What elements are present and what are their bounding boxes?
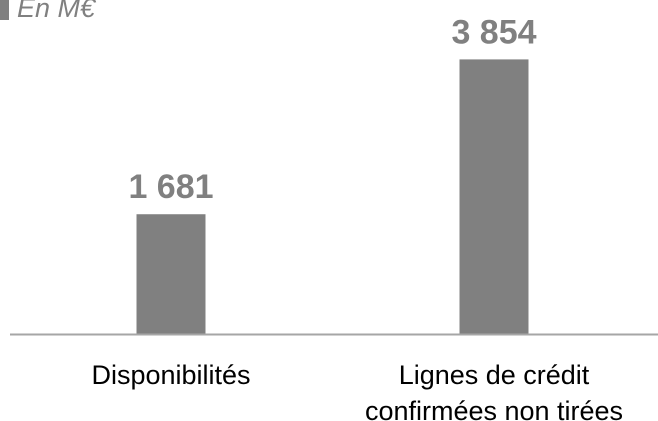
bar-2 [459, 59, 529, 335]
bar-1 [136, 214, 206, 334]
data-label-1: 1 681 [128, 168, 213, 206]
data-label-2: 3 854 [451, 13, 536, 51]
category-label-2-line-1: Lignes de crédit [399, 360, 590, 390]
unit-label: En M€ [0, 0, 95, 28]
unit-label-text: En M€ [17, 0, 96, 23]
category-label-1-line-1: Disponibilités [91, 360, 250, 390]
unit-marker [0, 0, 9, 20]
category-label-2-line-2: confirmées non tirées [365, 396, 623, 421]
